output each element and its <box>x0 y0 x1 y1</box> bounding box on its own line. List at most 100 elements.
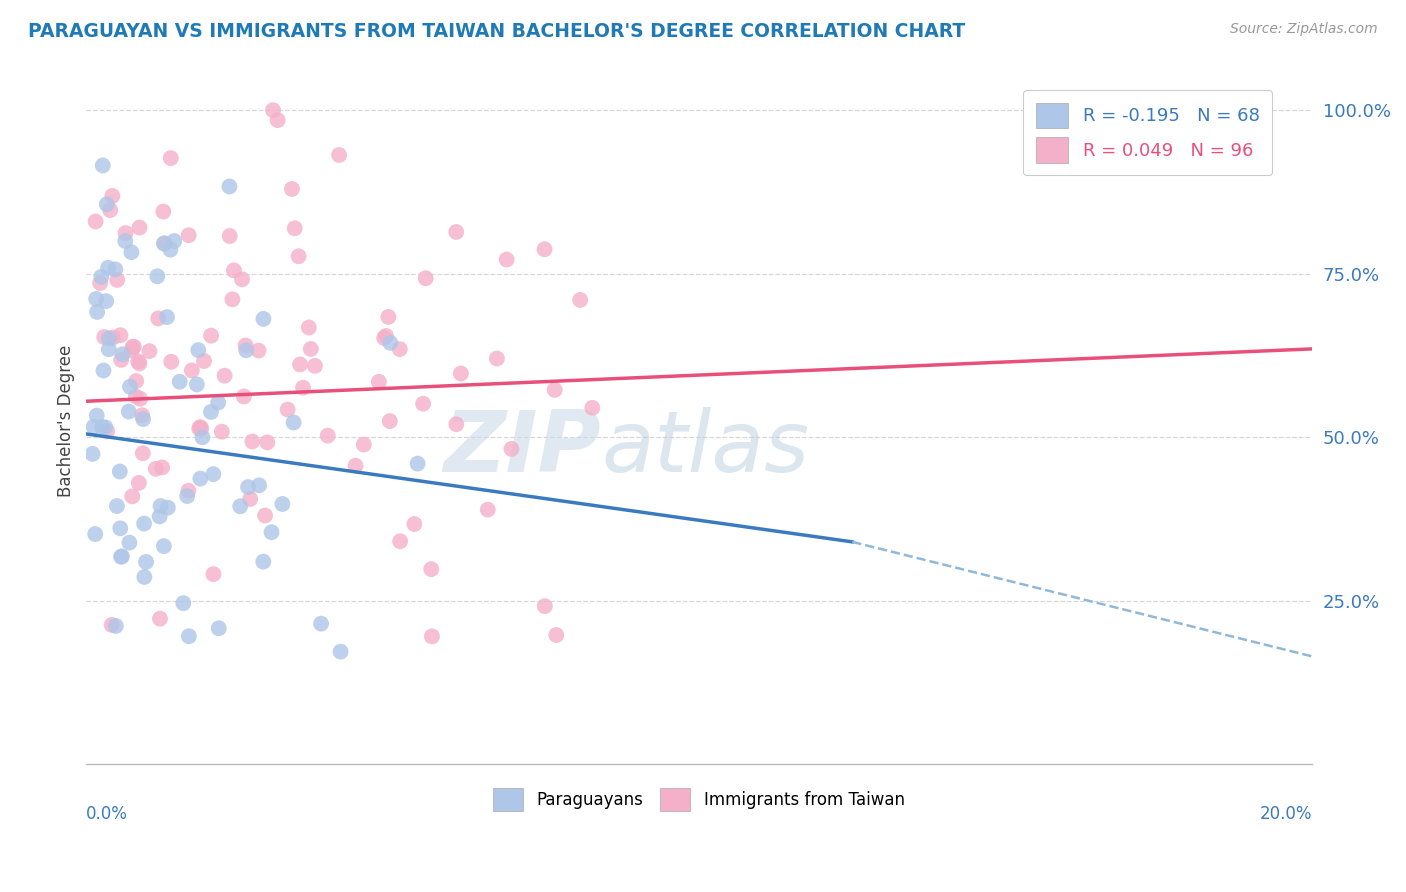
Point <box>222 263 245 277</box>
Point <box>149 499 172 513</box>
Point <box>110 328 132 343</box>
Point <box>380 335 402 350</box>
Point <box>160 355 183 369</box>
Point <box>207 395 229 409</box>
Point <box>252 555 274 569</box>
Point <box>214 368 236 383</box>
Point <box>172 596 194 610</box>
Point <box>111 549 134 564</box>
Point <box>277 402 299 417</box>
Point <box>190 421 212 435</box>
Point <box>236 480 259 494</box>
Point <box>91 420 114 434</box>
Point <box>239 491 262 506</box>
Point <box>200 328 222 343</box>
Point <box>256 435 278 450</box>
Point <box>247 343 270 358</box>
Point <box>138 344 160 359</box>
Point <box>131 409 153 423</box>
Point <box>132 516 155 531</box>
Point <box>128 475 150 490</box>
Point <box>121 340 143 354</box>
Point <box>177 228 200 243</box>
Y-axis label: Bachelor's Degree: Bachelor's Degree <box>58 344 75 497</box>
Point <box>153 236 176 251</box>
Point <box>266 113 288 128</box>
Point <box>298 320 321 334</box>
Point <box>177 483 200 498</box>
Text: atlas: atlas <box>600 407 808 490</box>
Point <box>111 347 134 361</box>
Point <box>84 214 107 228</box>
Point <box>485 351 508 366</box>
Point <box>288 358 311 372</box>
Point <box>329 645 352 659</box>
Point <box>98 203 121 218</box>
Point <box>309 616 332 631</box>
Point <box>156 310 179 324</box>
Point <box>94 420 117 434</box>
Point <box>373 331 395 345</box>
Point <box>82 447 104 461</box>
Point <box>135 555 157 569</box>
Point <box>125 374 148 388</box>
Point <box>544 383 567 397</box>
Point <box>134 570 156 584</box>
Point <box>254 508 277 523</box>
Point <box>148 311 170 326</box>
Point <box>163 234 186 248</box>
Point <box>187 343 209 358</box>
Point <box>316 428 339 442</box>
Point <box>304 359 326 373</box>
Point <box>581 401 603 415</box>
Point <box>415 271 437 285</box>
Point <box>114 226 136 240</box>
Point <box>495 252 517 267</box>
Point <box>186 377 208 392</box>
Point <box>110 549 132 564</box>
Point <box>375 329 398 343</box>
Point <box>149 509 172 524</box>
Point <box>93 330 115 344</box>
Point <box>188 422 211 436</box>
Text: ZIP: ZIP <box>443 407 600 490</box>
Text: PARAGUAYAN VS IMMIGRANTS FROM TAIWAN BACHELOR'S DEGREE CORRELATION CHART: PARAGUAYAN VS IMMIGRANTS FROM TAIWAN BAC… <box>28 22 966 41</box>
Point <box>367 375 389 389</box>
Point <box>193 354 215 368</box>
Point <box>188 472 211 486</box>
Point <box>89 276 111 290</box>
Point <box>287 249 309 263</box>
Point <box>91 158 114 172</box>
Point <box>145 462 167 476</box>
Point <box>180 363 202 377</box>
Point <box>235 343 257 358</box>
Point <box>110 521 132 535</box>
Point <box>200 405 222 419</box>
Point <box>159 243 181 257</box>
Point <box>132 446 155 460</box>
Point <box>477 502 499 516</box>
Point <box>96 294 118 309</box>
Point <box>98 332 121 346</box>
Point <box>150 460 173 475</box>
Point <box>86 305 108 319</box>
Point <box>202 567 225 582</box>
Point <box>218 179 240 194</box>
Point <box>240 434 263 449</box>
Point <box>125 389 148 403</box>
Point <box>100 618 122 632</box>
Point <box>153 539 176 553</box>
Point <box>153 236 176 251</box>
Point <box>420 562 443 576</box>
Point <box>114 234 136 248</box>
Point <box>292 381 315 395</box>
Point <box>108 465 131 479</box>
Point <box>128 356 150 370</box>
Point <box>262 103 284 117</box>
Point <box>221 293 243 307</box>
Point <box>118 535 141 549</box>
Point <box>159 151 181 165</box>
Point <box>121 343 143 358</box>
Point <box>104 619 127 633</box>
Point <box>533 242 555 256</box>
